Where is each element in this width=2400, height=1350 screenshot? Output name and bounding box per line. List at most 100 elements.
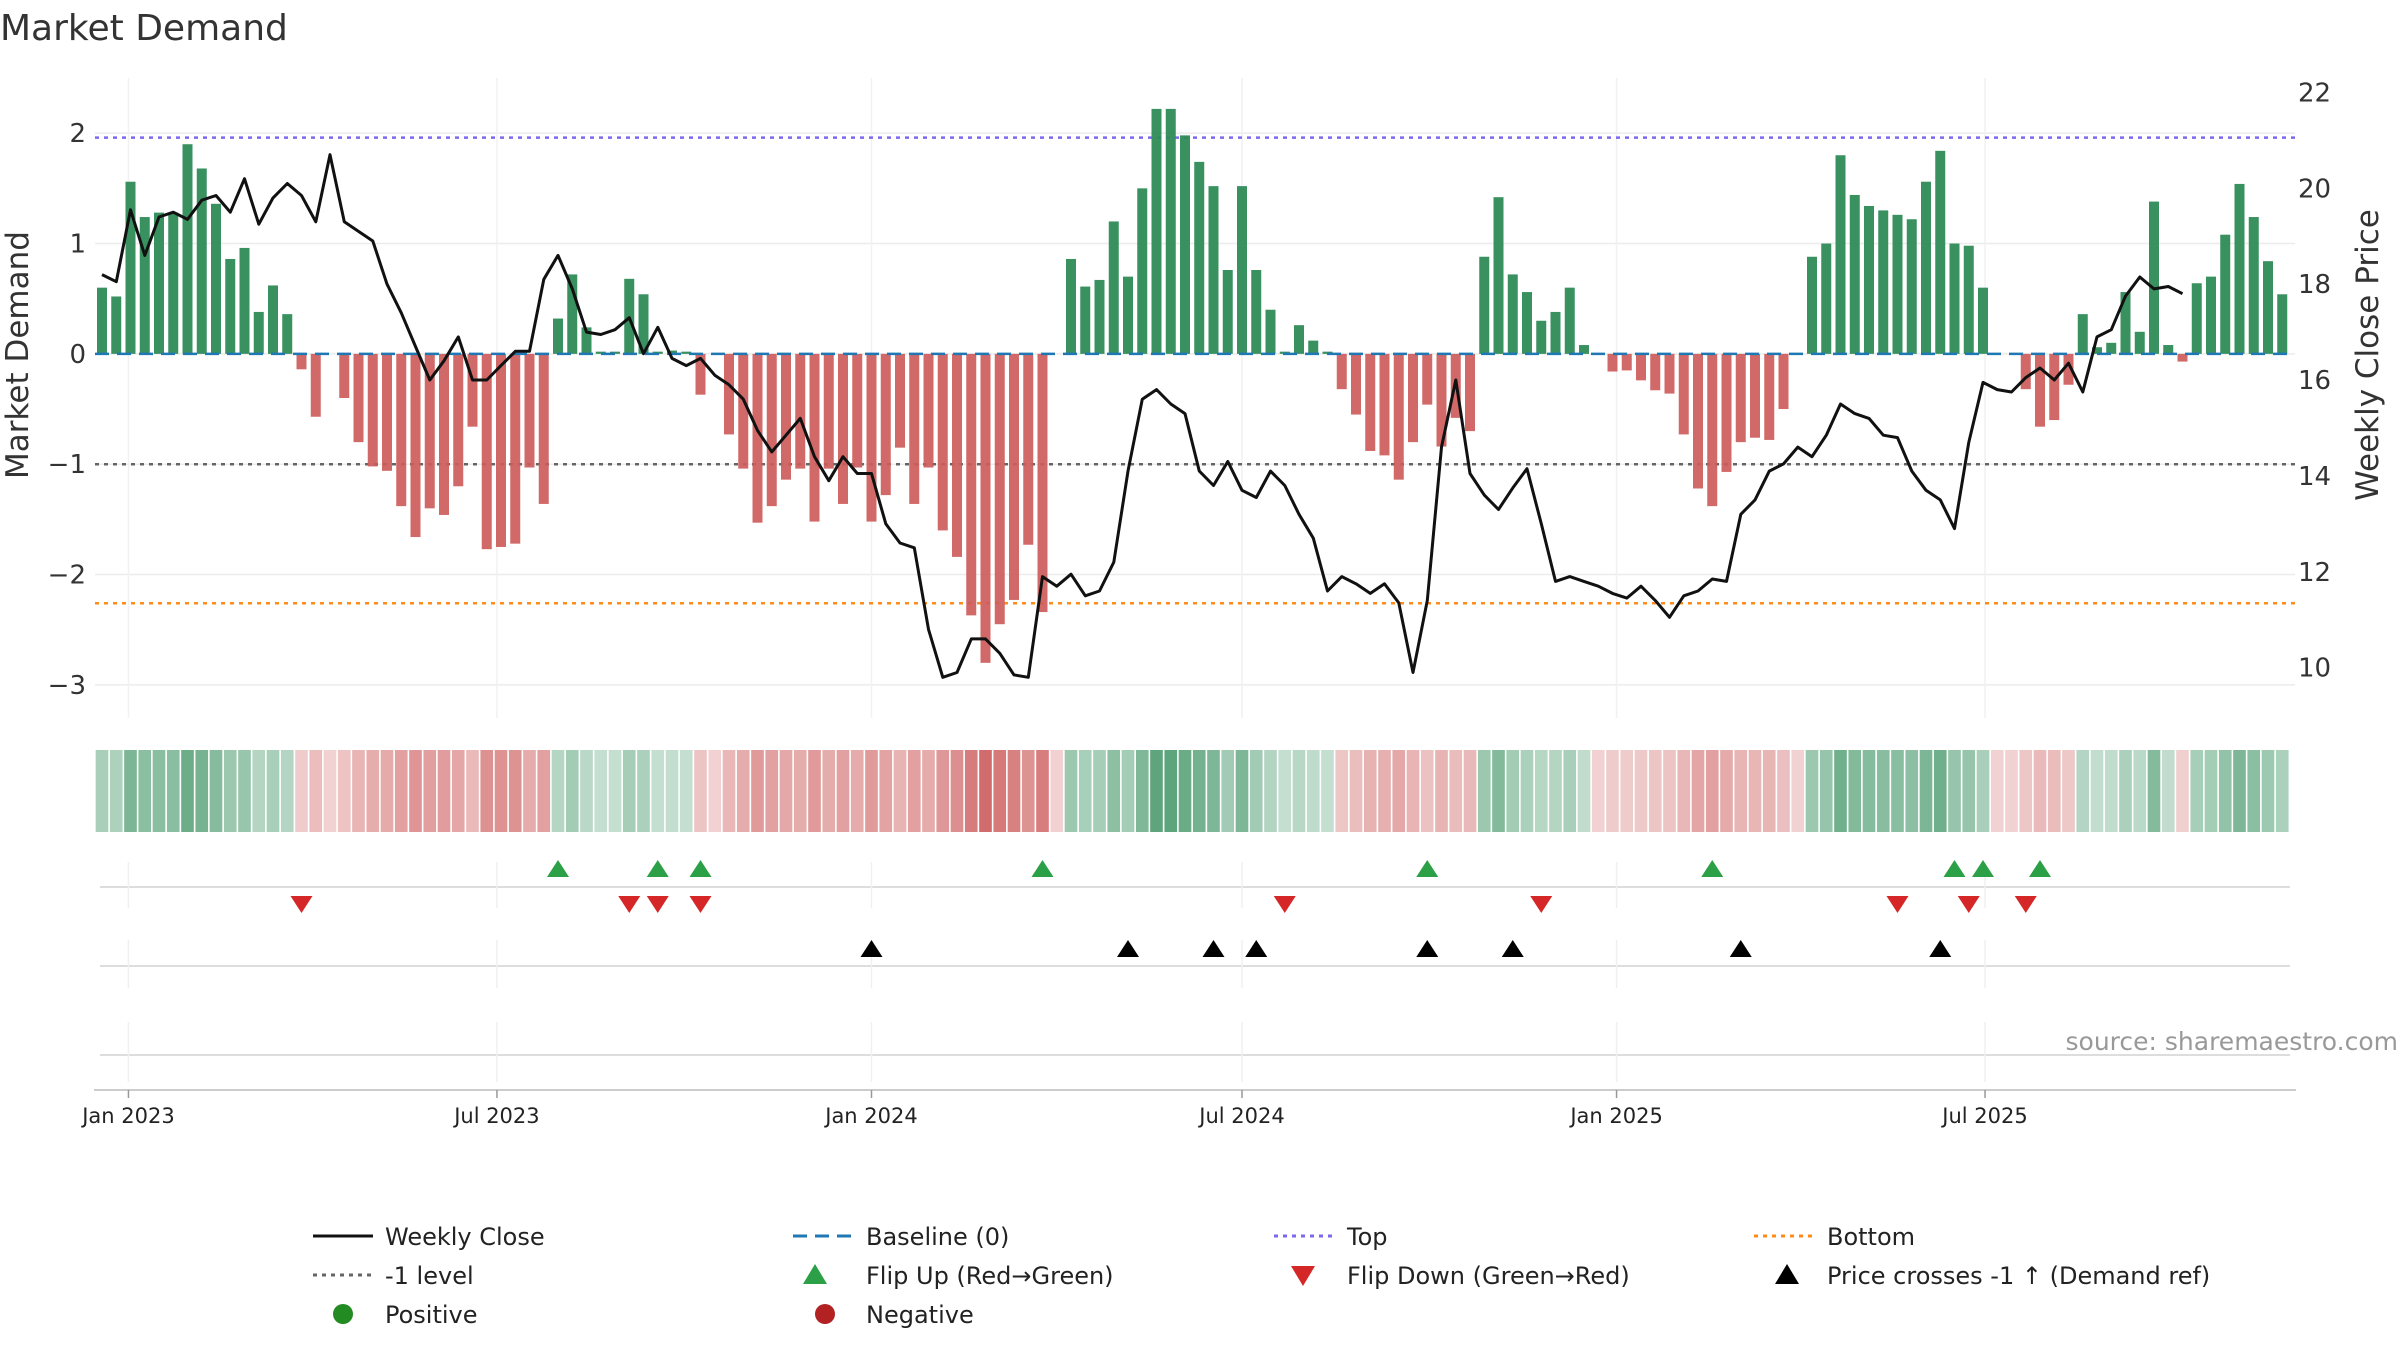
date-axis: Jan 2023 Jul 2023 Jan 2024 Jul 2024 Jan 2025…	[80, 1022, 2296, 1128]
demand-bar-42	[695, 353, 706, 395]
cross-marker-1	[1117, 940, 1139, 957]
right-axis-ticks: 10 12 14 16 18 20 22	[2298, 78, 2331, 683]
heat-cell-130	[1948, 750, 1961, 832]
heat-cell-75	[1164, 750, 1178, 832]
heat-cell-92	[1406, 750, 1420, 832]
demand-bar-41	[681, 351, 692, 354]
heat-cell-6	[181, 750, 194, 832]
heat-cell-28	[494, 750, 508, 832]
heat-cell-39	[651, 750, 665, 832]
heat-cell-9	[223, 750, 237, 832]
demand-bar-117	[1764, 353, 1775, 440]
flip-down-marker-2	[646, 896, 669, 913]
heat-cell-87	[1335, 750, 1349, 832]
heat-cell-19	[366, 750, 380, 832]
heat-cell-109	[1648, 750, 1662, 832]
heat-cell-36	[608, 750, 622, 832]
demand-bar-116	[1750, 353, 1760, 438]
demand-bar-130	[1949, 243, 1960, 354]
heat-cell-15	[309, 750, 323, 832]
heat-cell-135	[2019, 750, 2033, 832]
flip-up-marker-0	[547, 860, 569, 877]
y2-tick-label-1: 12	[2298, 558, 2331, 588]
demand-bar-75	[1165, 108, 1176, 354]
heat-cell-127	[1905, 750, 1919, 832]
demand-bar-27	[481, 353, 492, 550]
heat-cell-124	[1862, 750, 1876, 832]
heat-cell-94	[1435, 750, 1448, 832]
heat-cell-108	[1634, 750, 1648, 832]
heat-cell-113	[1705, 750, 1719, 832]
heat-cell-35	[594, 750, 608, 832]
demand-bar-152	[2263, 261, 2273, 354]
heat-cell-84	[1292, 750, 1306, 832]
cross-marker-3	[1245, 940, 1268, 957]
demand-bar-1	[111, 296, 122, 354]
heat-cell-55	[879, 750, 893, 832]
heat-cell-103	[1563, 750, 1577, 832]
demand-bar-125	[1878, 210, 1889, 354]
heat-cell-27	[480, 750, 494, 832]
heat-cell-14	[295, 750, 308, 832]
legend-positive-swatch	[333, 1304, 353, 1324]
heat-cell-110	[1663, 750, 1676, 832]
demand-bar-26	[467, 353, 478, 427]
demand-bar-136	[2035, 353, 2045, 427]
demand-bar-114	[1721, 353, 1732, 472]
demand-bar-148	[2206, 276, 2216, 354]
heat-cell-140	[2090, 750, 2104, 832]
heat-cell-3	[138, 750, 152, 832]
x-tick-label-4: Jan 2025	[1568, 1104, 1663, 1128]
heat-cell-71	[1107, 750, 1121, 832]
demand-bar-6	[182, 144, 193, 354]
demand-bar-85	[1308, 340, 1319, 354]
heat-cell-107	[1620, 750, 1634, 832]
flip-down-marker-4	[1273, 896, 1296, 913]
demand-bar-129	[1935, 150, 1946, 354]
heat-cell-37	[622, 750, 636, 832]
flip-down-marker-8	[2014, 896, 2037, 913]
demand-bar-126	[1892, 214, 1903, 354]
demand-bar-107	[1621, 353, 1632, 371]
heat-cell-153	[2275, 750, 2289, 832]
heat-cell-101	[1534, 750, 1548, 832]
heat-cell-97	[1477, 750, 1491, 832]
x-tick-label-1: Jul 2023	[452, 1104, 539, 1128]
flip-up-marker-5	[1701, 860, 1724, 877]
heat-cell-4	[152, 750, 166, 832]
demand-bar-44	[724, 353, 734, 435]
heat-cell-121	[1819, 750, 1833, 832]
heat-cell-59	[936, 750, 950, 832]
flip-up-marker-3	[1031, 860, 1054, 877]
heat-cell-1	[109, 750, 123, 832]
cross-marker-6	[1729, 940, 1752, 957]
heat-cell-91	[1392, 750, 1406, 832]
demand-bar-3	[139, 217, 150, 354]
heat-cell-79	[1221, 750, 1235, 832]
heat-cell-20	[380, 750, 394, 832]
legend-flip-down-swatch	[1291, 1266, 1315, 1286]
demand-bar-57	[909, 353, 920, 504]
demand-bar-92	[1408, 353, 1418, 443]
legend-weekly-close: Weekly Close	[385, 1223, 545, 1251]
heat-cell-81	[1249, 750, 1263, 832]
heat-cell-120	[1805, 750, 1819, 832]
demand-bar-127	[1906, 219, 1917, 354]
heat-cell-122	[1834, 750, 1847, 832]
heat-cell-96	[1463, 750, 1477, 832]
heat-cell-116	[1748, 750, 1762, 832]
demand-bar-96	[1465, 353, 1475, 432]
demand-bar-122	[1835, 155, 1846, 354]
demand-bar-104	[1579, 345, 1589, 354]
demand-bar-97	[1479, 256, 1490, 354]
y-tick-label-3: 0	[69, 340, 86, 370]
demand-bar-28	[496, 353, 506, 547]
demand-bar-94	[1436, 353, 1447, 447]
demand-bar-88	[1351, 353, 1361, 415]
heat-cell-138	[2062, 750, 2075, 832]
demand-bar-72	[1123, 276, 1133, 354]
heat-cell-93	[1420, 750, 1434, 832]
heat-cell-133	[1990, 750, 2004, 832]
heat-cell-82	[1264, 750, 1277, 832]
demand-bar-35	[595, 351, 606, 354]
